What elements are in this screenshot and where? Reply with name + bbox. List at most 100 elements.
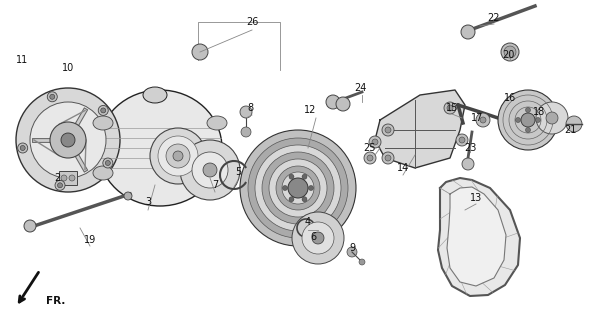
Circle shape <box>48 92 57 102</box>
Ellipse shape <box>207 116 227 130</box>
Circle shape <box>516 117 520 123</box>
Circle shape <box>521 113 535 127</box>
Circle shape <box>105 161 110 165</box>
Circle shape <box>269 159 327 217</box>
Circle shape <box>459 137 465 143</box>
Circle shape <box>240 130 356 246</box>
Circle shape <box>456 134 468 146</box>
Circle shape <box>69 175 75 181</box>
Circle shape <box>192 152 228 188</box>
Text: 16: 16 <box>504 93 516 103</box>
Text: 24: 24 <box>354 83 366 93</box>
Text: 15: 15 <box>446 103 458 113</box>
Circle shape <box>103 158 113 168</box>
Circle shape <box>359 259 365 265</box>
Circle shape <box>364 152 376 164</box>
Circle shape <box>498 90 558 150</box>
Text: FR.: FR. <box>46 296 65 306</box>
Circle shape <box>50 94 55 99</box>
Text: 5: 5 <box>235 167 241 177</box>
Text: 3: 3 <box>145 197 151 207</box>
Circle shape <box>255 145 341 231</box>
Circle shape <box>480 117 486 123</box>
Circle shape <box>326 95 340 109</box>
Polygon shape <box>375 90 465 168</box>
Circle shape <box>372 139 378 145</box>
Circle shape <box>30 102 106 178</box>
Text: 23: 23 <box>464 143 476 153</box>
Circle shape <box>312 232 324 244</box>
Circle shape <box>367 155 373 161</box>
Circle shape <box>302 174 307 179</box>
Circle shape <box>61 133 75 147</box>
Circle shape <box>55 180 65 190</box>
Circle shape <box>282 172 314 204</box>
Circle shape <box>283 186 287 190</box>
Circle shape <box>289 197 294 202</box>
Circle shape <box>50 122 86 158</box>
Ellipse shape <box>93 116 113 130</box>
Circle shape <box>241 127 251 137</box>
Circle shape <box>462 158 474 170</box>
Circle shape <box>180 140 240 200</box>
Ellipse shape <box>98 90 222 206</box>
Circle shape <box>546 112 558 124</box>
Circle shape <box>262 152 334 224</box>
Circle shape <box>504 46 516 58</box>
Circle shape <box>98 105 108 116</box>
Circle shape <box>526 108 530 113</box>
Circle shape <box>18 143 28 153</box>
Circle shape <box>476 113 490 127</box>
Circle shape <box>288 178 308 198</box>
Text: 19: 19 <box>84 235 96 245</box>
Circle shape <box>203 163 217 177</box>
Polygon shape <box>447 187 506 286</box>
Circle shape <box>526 127 530 132</box>
Circle shape <box>302 222 334 254</box>
Circle shape <box>382 152 394 164</box>
Text: 8: 8 <box>247 103 253 113</box>
Ellipse shape <box>173 151 183 161</box>
Text: 25: 25 <box>364 143 376 153</box>
Circle shape <box>124 192 132 200</box>
Text: 22: 22 <box>488 13 500 23</box>
Circle shape <box>385 127 391 133</box>
Circle shape <box>302 197 307 202</box>
Circle shape <box>192 44 208 60</box>
Circle shape <box>58 183 62 188</box>
Circle shape <box>240 106 252 118</box>
Circle shape <box>276 166 320 210</box>
Circle shape <box>566 116 582 132</box>
Text: 4: 4 <box>305 217 311 227</box>
Text: 10: 10 <box>62 63 74 73</box>
Circle shape <box>382 124 394 136</box>
Text: 12: 12 <box>304 105 316 115</box>
Circle shape <box>289 174 294 179</box>
Text: 9: 9 <box>349 243 355 253</box>
Circle shape <box>308 186 314 190</box>
Text: 17: 17 <box>471 113 483 123</box>
Text: 26: 26 <box>246 17 258 27</box>
Circle shape <box>101 108 106 113</box>
Ellipse shape <box>166 144 190 168</box>
Ellipse shape <box>207 166 227 180</box>
Text: 14: 14 <box>397 163 409 173</box>
Text: 13: 13 <box>470 193 482 203</box>
Circle shape <box>24 220 36 232</box>
Text: 6: 6 <box>310 232 316 242</box>
Text: 20: 20 <box>502 50 514 60</box>
Polygon shape <box>438 178 520 296</box>
Text: 18: 18 <box>533 107 545 117</box>
Circle shape <box>536 117 541 123</box>
Ellipse shape <box>150 128 206 184</box>
Circle shape <box>536 102 568 134</box>
Text: 2: 2 <box>54 173 60 183</box>
Circle shape <box>336 97 350 111</box>
Circle shape <box>461 25 475 39</box>
Circle shape <box>61 175 67 181</box>
Circle shape <box>369 136 381 148</box>
Circle shape <box>292 212 344 264</box>
Circle shape <box>444 102 456 114</box>
Circle shape <box>248 138 348 238</box>
FancyBboxPatch shape <box>59 171 77 185</box>
